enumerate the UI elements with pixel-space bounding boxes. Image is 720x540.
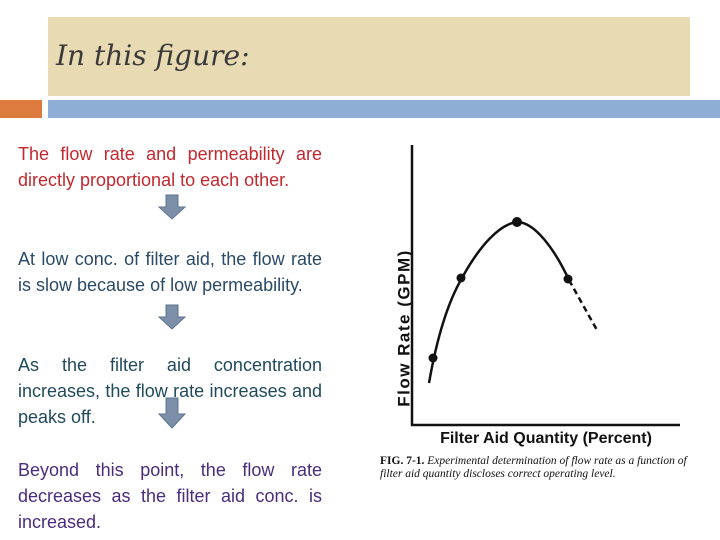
arrows: [157, 194, 187, 429]
caption-text: Experimental determination of flow rate …: [380, 455, 687, 480]
paragraph: The flow rate and permeability are direc…: [18, 144, 322, 190]
paragraph: Beyond this point, the flow rate decreas…: [18, 460, 322, 532]
paragraph: As the filter aid concentration increase…: [18, 355, 322, 427]
curve: [427, 220, 571, 384]
paragraph: At low conc. of filter aid, the flow rat…: [18, 249, 322, 295]
accent-blue: [48, 100, 720, 118]
point: [428, 353, 438, 363]
x-axis-label: Filter Aid Quantity (Percent): [440, 430, 652, 447]
point: [563, 274, 573, 284]
point: [512, 217, 522, 227]
y-axis-label: Flow Rate (GPM): [394, 249, 413, 407]
figure: Flow Rate (GPM) Filter Aid Quantity (Per…: [394, 145, 680, 447]
caption: FIG. 7-1. Experimental determination of …: [380, 455, 692, 481]
point: [456, 273, 466, 283]
down-arrow: [157, 194, 187, 220]
caption-label: FIG. 7-1.: [380, 455, 425, 467]
down-arrow: [157, 397, 187, 429]
accent-orange: [0, 100, 42, 118]
curve-dashed: [567, 279, 600, 333]
title: In this figure:: [56, 39, 250, 72]
down-arrow: [157, 304, 187, 330]
title-bar: In this figure:: [48, 17, 690, 96]
